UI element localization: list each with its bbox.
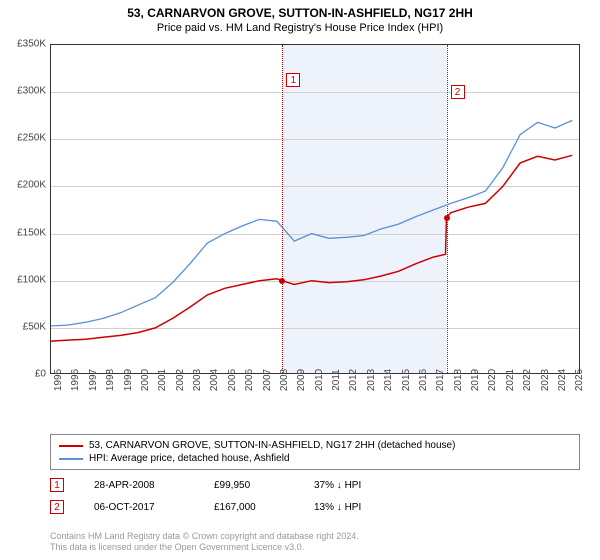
event-detail-2: 2 06-OCT-2017 £167,000 13% ↓ HPI (50, 500, 361, 514)
footer-attribution: Contains HM Land Registry data © Crown c… (50, 531, 359, 554)
x-tick-label: 2012 (348, 369, 359, 391)
x-tick-label: 1999 (123, 369, 134, 391)
y-tick-label: £300K (6, 86, 46, 97)
plot-region: 12 (50, 44, 580, 374)
event-delta: 13% ↓ HPI (314, 502, 361, 513)
x-tick-label: 2018 (453, 369, 464, 391)
marker-dot (279, 278, 285, 284)
event-date: 06-OCT-2017 (94, 502, 184, 513)
y-tick-label: £0 (6, 369, 46, 380)
event-price: £99,950 (214, 480, 284, 491)
series-hpi (51, 120, 572, 326)
legend-item: 53, CARNARVON GROVE, SUTTON-IN-ASHFIELD,… (59, 439, 571, 452)
x-tick-label: 2005 (227, 369, 238, 391)
legend-label: 53, CARNARVON GROVE, SUTTON-IN-ASHFIELD,… (89, 440, 455, 451)
chart-title: 53, CARNARVON GROVE, SUTTON-IN-ASHFIELD,… (0, 0, 600, 20)
y-tick-label: £100K (6, 274, 46, 285)
y-tick-label: £350K (6, 39, 46, 50)
x-tick-label: 2016 (418, 369, 429, 391)
x-tick-label: 2023 (540, 369, 551, 391)
x-tick-label: 2006 (244, 369, 255, 391)
y-tick-label: £150K (6, 227, 46, 238)
x-tick-label: 2022 (522, 369, 533, 391)
x-tick-label: 2013 (366, 369, 377, 391)
x-tick-label: 2002 (175, 369, 186, 391)
event-delta: 37% ↓ HPI (314, 480, 361, 491)
x-tick-label: 2001 (157, 369, 168, 391)
event-price: £167,000 (214, 502, 284, 513)
legend-label: HPI: Average price, detached house, Ashf… (89, 453, 290, 464)
marker-dot (444, 215, 450, 221)
x-tick-label: 1997 (88, 369, 99, 391)
legend-swatch (59, 445, 83, 447)
x-tick-label: 2014 (383, 369, 394, 391)
x-tick-label: 1995 (53, 369, 64, 391)
event-detail-1: 1 28-APR-2008 £99,950 37% ↓ HPI (50, 478, 361, 492)
series-svg (51, 45, 581, 375)
x-tick-label: 2008 (279, 369, 290, 391)
x-tick-label: 2009 (296, 369, 307, 391)
x-tick-label: 2010 (314, 369, 325, 391)
event-marker-2: 2 (50, 500, 64, 514)
x-tick-label: 2025 (574, 369, 585, 391)
x-tick-label: 2000 (140, 369, 151, 391)
x-tick-label: 1996 (70, 369, 81, 391)
chart-subtitle: Price paid vs. HM Land Registry's House … (0, 20, 600, 38)
chart-area: 12 £0£50K£100K£150K£200K£250K£300K£350K1… (50, 44, 580, 394)
footer-line2: This data is licensed under the Open Gov… (50, 542, 359, 554)
y-tick-label: £250K (6, 133, 46, 144)
y-tick-label: £200K (6, 180, 46, 191)
x-tick-label: 2003 (192, 369, 203, 391)
legend: 53, CARNARVON GROVE, SUTTON-IN-ASHFIELD,… (50, 434, 580, 470)
x-tick-label: 2020 (487, 369, 498, 391)
x-tick-label: 2011 (331, 369, 342, 391)
y-tick-label: £50K (6, 321, 46, 332)
series-price_paid (51, 155, 572, 341)
x-tick-label: 2017 (435, 369, 446, 391)
x-tick-label: 2019 (470, 369, 481, 391)
event-date: 28-APR-2008 (94, 480, 184, 491)
x-tick-label: 2004 (209, 369, 220, 391)
event-marker-1: 1 (50, 478, 64, 492)
x-tick-label: 1998 (105, 369, 116, 391)
legend-item: HPI: Average price, detached house, Ashf… (59, 452, 571, 465)
x-tick-label: 2024 (557, 369, 568, 391)
x-tick-label: 2007 (262, 369, 273, 391)
x-tick-label: 2015 (401, 369, 412, 391)
legend-swatch (59, 458, 83, 460)
x-tick-label: 2021 (505, 369, 516, 391)
footer-line1: Contains HM Land Registry data © Crown c… (50, 531, 359, 543)
